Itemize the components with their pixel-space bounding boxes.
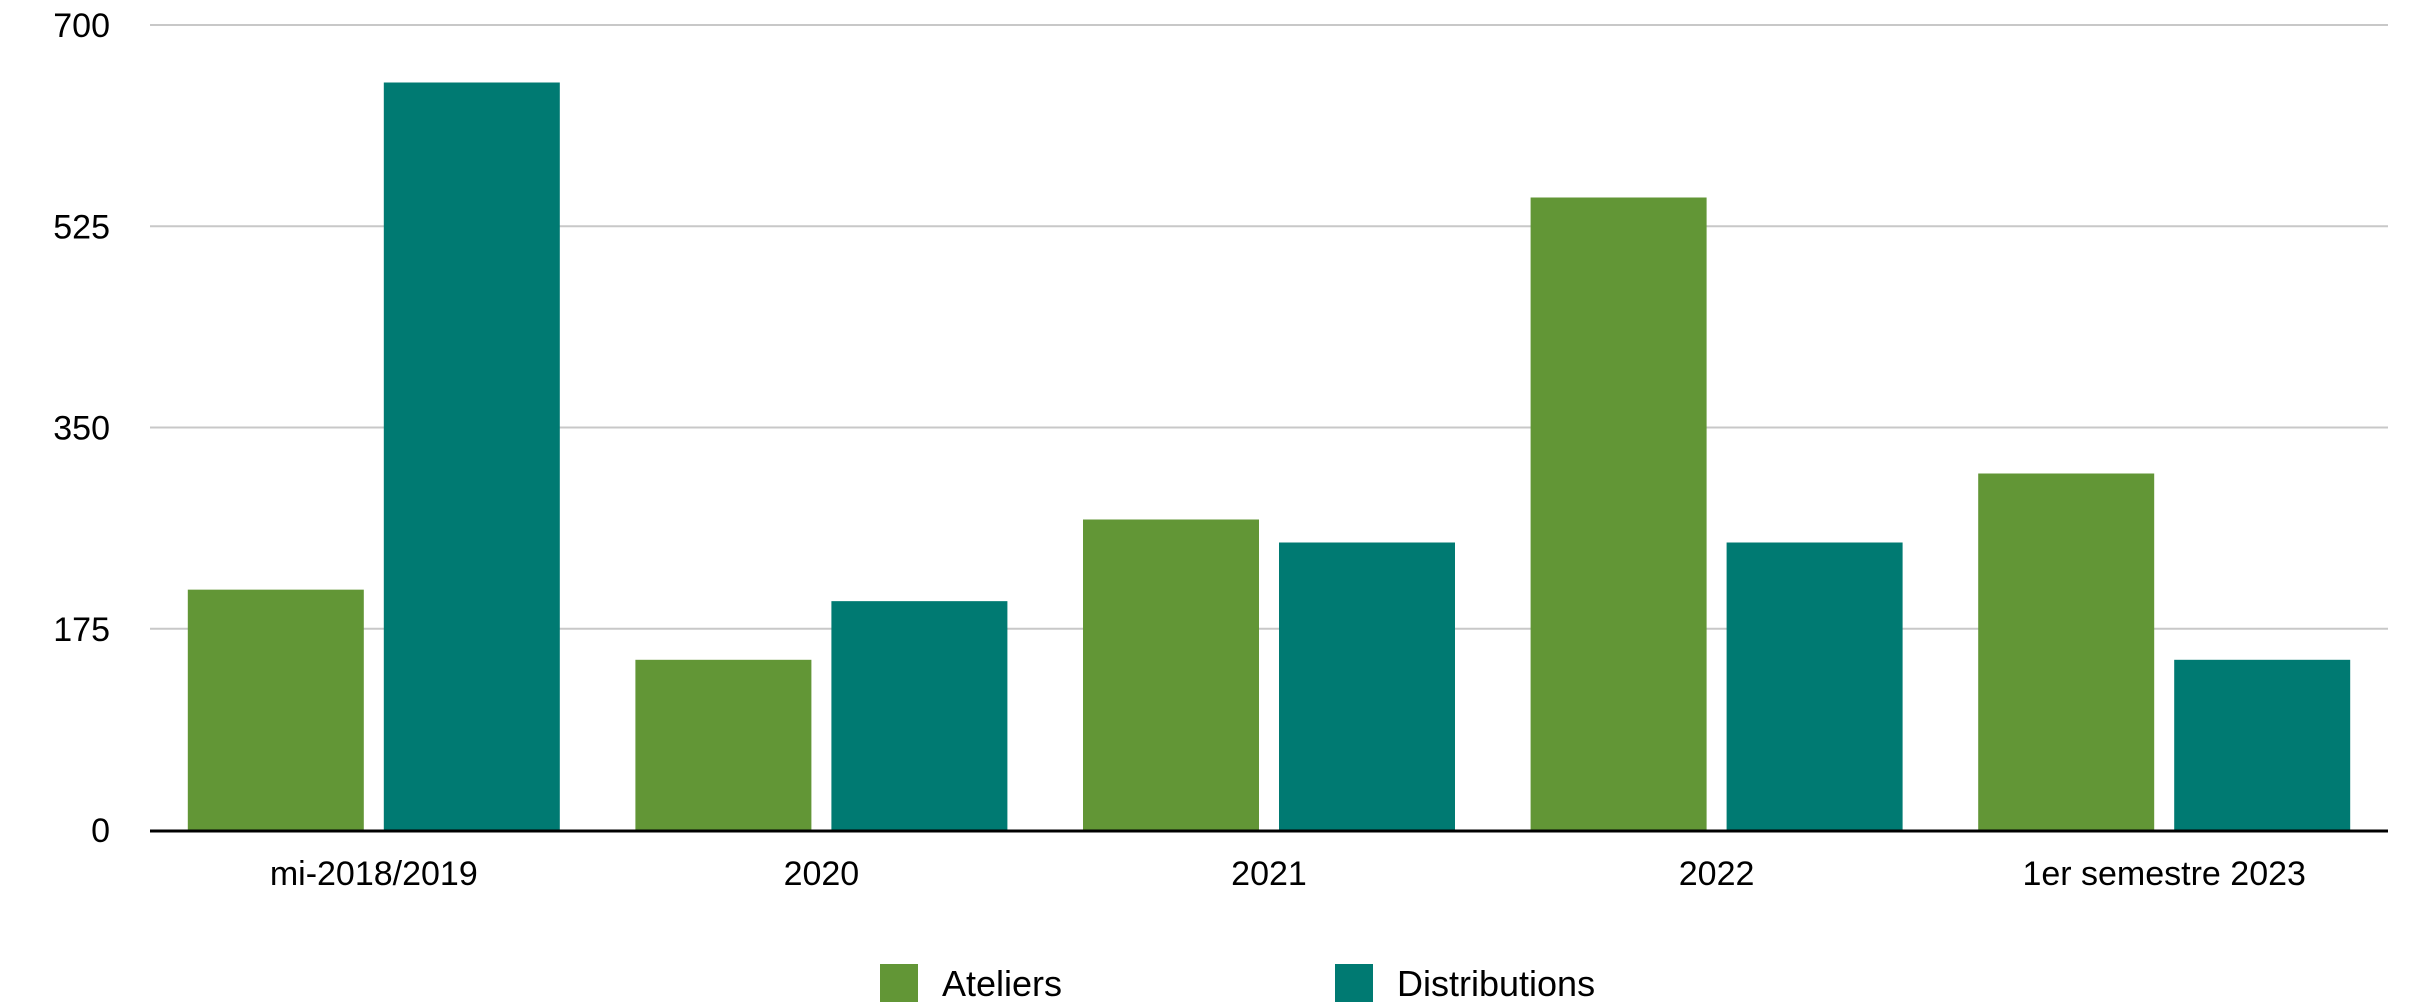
bar-ateliers-4 [1978,473,2155,830]
legend-label-distributions: Distributions [1397,963,1595,1004]
x-tick-label: 1er semestre 2023 [2022,855,2306,893]
bar-ateliers-0 [187,589,364,830]
legend-label-ateliers: Ateliers [942,963,1062,1004]
y-tick-label: 525 [53,208,110,246]
legend-swatch-ateliers [880,964,918,1002]
bar-ateliers-1 [635,659,812,830]
bar-distributions-2 [1279,542,1455,830]
legend-swatch-distributions [1335,964,1373,1002]
y-axis-ticks: 0 175 350 525 700 [53,7,110,850]
bar-ateliers-2 [1083,519,1259,830]
bars [187,82,2351,830]
x-axis-ticks: mi-2018/2019 2020 2021 2022 1er semestre 202… [270,855,2306,893]
x-tick-label: 2022 [1679,855,1755,893]
legend: Ateliers Distributions [880,963,1595,1004]
bar-distributions-4 [2174,659,2351,830]
x-tick-label: 2020 [784,855,860,893]
x-tick-label: 2021 [1231,855,1307,893]
bar-distributions-1 [831,601,1008,830]
y-tick-label: 0 [91,812,110,850]
y-tick-label: 700 [53,7,110,45]
bar-distributions-3 [1726,542,1903,830]
y-tick-label: 350 [53,410,110,448]
bar-distributions-0 [383,82,560,830]
y-tick-label: 175 [53,611,110,649]
bar-ateliers-3 [1530,197,1707,830]
x-tick-label: mi-2018/2019 [270,855,478,893]
